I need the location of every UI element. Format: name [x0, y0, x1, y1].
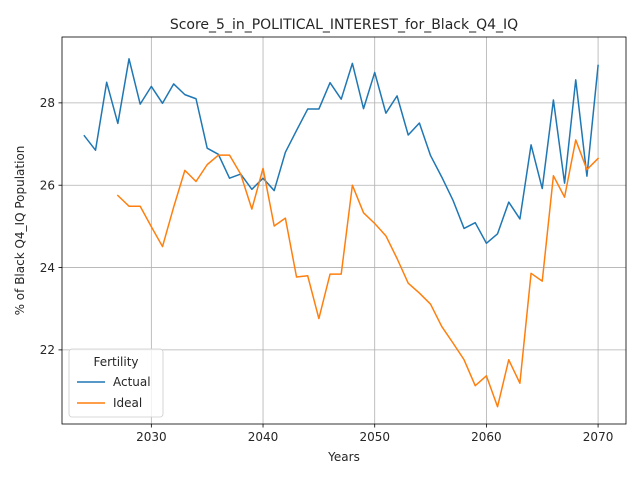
legend: Fertility Actual Ideal — [68, 348, 164, 418]
series-line-ideal — [116, 139, 600, 408]
axis-ticks: 2030 2040 2050 2060 2070 22 24 26 28 — [40, 96, 614, 444]
y-axis-label: % of Black Q4_IQ Population — [13, 146, 27, 316]
legend-title: Fertility — [93, 355, 138, 369]
x-tick-label: 2070 — [583, 430, 614, 444]
legend-label-ideal: Ideal — [113, 396, 142, 410]
x-tick-label: 2040 — [248, 430, 279, 444]
series-line-actual — [83, 58, 599, 245]
y-tick-label: 22 — [40, 343, 55, 357]
gridlines — [62, 37, 626, 424]
legend-label-actual: Actual — [113, 375, 151, 389]
legend-entries: Actual Ideal — [77, 375, 151, 410]
y-tick-label: 26 — [40, 178, 55, 192]
plot-area-frame — [61, 36, 627, 425]
y-tick-label: 28 — [40, 96, 55, 110]
x-axis-label: Years — [327, 450, 360, 464]
y-tick-label: 24 — [40, 261, 55, 275]
x-tick-label: 2050 — [359, 430, 390, 444]
x-tick-label: 2030 — [136, 430, 167, 444]
chart-title: Score_5_in_POLITICAL_INTEREST_for_Black_… — [170, 17, 518, 33]
legend-box — [68, 348, 164, 418]
series-lines — [83, 58, 600, 408]
x-tick-label: 2060 — [471, 430, 502, 444]
